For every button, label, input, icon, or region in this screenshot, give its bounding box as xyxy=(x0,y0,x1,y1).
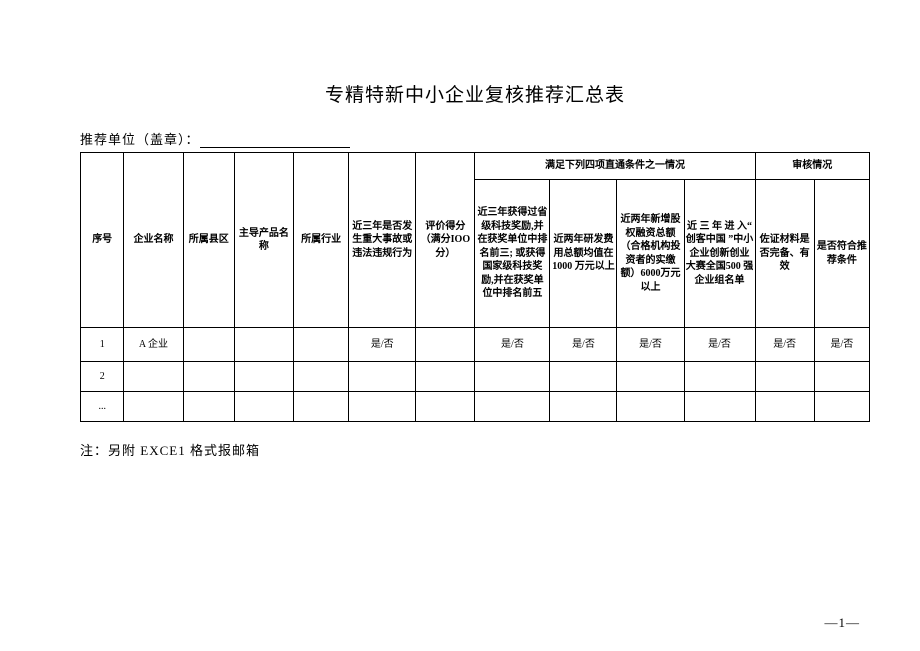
cell-a1 xyxy=(755,392,814,422)
cell-d4 xyxy=(684,392,755,422)
cell-d1: 是/否 xyxy=(475,328,550,362)
col-d1: 近三年获得过省级科技奖励,并在获奖单位中排名前三; 或获得国家级科技奖励,并在获… xyxy=(475,180,550,328)
cell-product xyxy=(234,392,293,422)
blank-underline xyxy=(200,147,350,148)
cell-county xyxy=(183,328,234,362)
col-a2: 是否符合推荐条件 xyxy=(814,180,869,328)
col-accident: 近三年是否发生重大事故或违法违规行为 xyxy=(349,153,416,328)
col-industry: 所属行业 xyxy=(294,153,349,328)
table-row: ... xyxy=(81,392,870,422)
table-row: 2 xyxy=(81,362,870,392)
col-group-direct: 满足下列四项直通条件之一情况 xyxy=(475,153,755,180)
cell-d2 xyxy=(550,392,617,422)
cell-a2: 是/否 xyxy=(814,328,869,362)
cell-d2: 是/否 xyxy=(550,328,617,362)
page-number: —1— xyxy=(825,615,861,631)
cell-seq: 1 xyxy=(81,328,124,362)
col-seq: 序号 xyxy=(81,153,124,328)
cell-accident xyxy=(349,362,416,392)
summary-table: 序号 企业名称 所属县区 主导产品名称 所属行业 近三年是否发生重大事故或违法违… xyxy=(80,152,870,422)
col-ent-name: 企业名称 xyxy=(124,153,183,328)
cell-seq: 2 xyxy=(81,362,124,392)
col-product: 主导产品名称 xyxy=(234,153,293,328)
cell-d4: 是/否 xyxy=(684,328,755,362)
col-a1: 佐证材料是否完备、有效 xyxy=(755,180,814,328)
cell-ent xyxy=(124,392,183,422)
cell-accident: 是/否 xyxy=(349,328,416,362)
cell-a1: 是/否 xyxy=(755,328,814,362)
cell-a1 xyxy=(755,362,814,392)
table-row: 1 A 企业 是/否 是/否 是/否 是/否 是/否 是/否 是/否 xyxy=(81,328,870,362)
col-score: 评价得分（满分IOO 分） xyxy=(416,153,475,328)
cell-d1 xyxy=(475,392,550,422)
cell-d3: 是/否 xyxy=(617,328,684,362)
col-county: 所属县区 xyxy=(183,153,234,328)
col-d3: 近两年新增股权融资总额（合格机构投资者的实缴额）6000万元以上 xyxy=(617,180,684,328)
cell-d1 xyxy=(475,362,550,392)
cell-accident xyxy=(349,392,416,422)
cell-product xyxy=(234,328,293,362)
col-d2: 近两年研发费用总额均值在 1000 万元以上 xyxy=(550,180,617,328)
doc-title: 专精特新中小企业复核推荐汇总表 xyxy=(80,80,870,107)
cell-d2 xyxy=(550,362,617,392)
cell-county xyxy=(183,392,234,422)
cell-product xyxy=(234,362,293,392)
recommender-label: 推荐单位（盖章）： xyxy=(80,132,200,147)
cell-score xyxy=(416,328,475,362)
cell-ent xyxy=(124,362,183,392)
cell-a2 xyxy=(814,362,869,392)
footnote: 注：另附 EXCE1 格式报邮箱 xyxy=(80,440,870,459)
cell-ent: A 企业 xyxy=(124,328,183,362)
cell-industry xyxy=(294,328,349,362)
col-d4: 近 三 年 进 入“ 创客中国 ”中小企业创新创业大赛全国500 强企业组名单 xyxy=(684,180,755,328)
cell-d3 xyxy=(617,392,684,422)
recommender-line: 推荐单位（盖章）： xyxy=(80,129,870,148)
cell-score xyxy=(416,392,475,422)
cell-seq: ... xyxy=(81,392,124,422)
cell-score xyxy=(416,362,475,392)
cell-d3 xyxy=(617,362,684,392)
cell-industry xyxy=(294,392,349,422)
col-group-audit: 审核情况 xyxy=(755,153,869,180)
cell-industry xyxy=(294,362,349,392)
cell-d4 xyxy=(684,362,755,392)
cell-county xyxy=(183,362,234,392)
cell-a2 xyxy=(814,392,869,422)
